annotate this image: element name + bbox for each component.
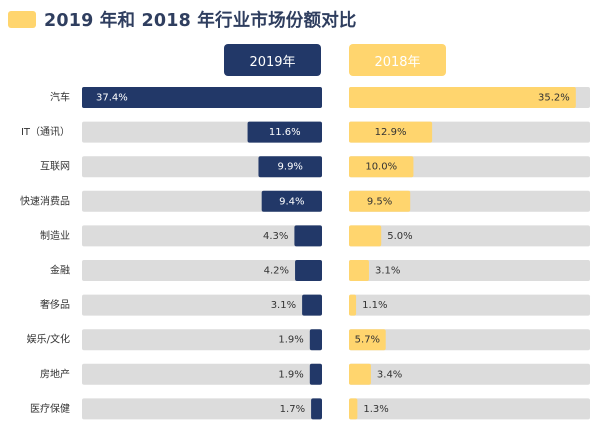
data-label-2018: 10.0% [365, 162, 397, 173]
bar-2019 [82, 87, 322, 108]
bar-2018 [349, 156, 414, 178]
data-label-2019: 37.4% [96, 93, 128, 104]
bar-track-2019 [82, 225, 322, 247]
bar-2019 [294, 225, 322, 247]
data-label-2018: 9.5% [367, 196, 392, 207]
data-label-2018: 1.3% [363, 404, 388, 415]
bar-2018 [349, 294, 357, 316]
bar-2018 [349, 363, 371, 385]
bar-track-2018 [349, 398, 590, 420]
bar-track-2018 [349, 225, 590, 247]
data-label-2018: 1.1% [362, 300, 387, 311]
bar-2018 [349, 87, 576, 108]
data-label-2019: 4.2% [264, 266, 289, 277]
bar-track-2019 [82, 294, 322, 316]
bar-track-2018 [349, 260, 590, 281]
data-label-2019: 1.7% [280, 404, 305, 415]
data-label-2018: 35.2% [538, 93, 570, 104]
bar-2019 [302, 294, 322, 316]
data-label-2018: 3.1% [375, 266, 400, 277]
bar-2018 [349, 225, 382, 247]
data-label-2019: 1.9% [278, 335, 303, 346]
bar-track-2019 [82, 329, 322, 351]
bar-2018 [349, 398, 358, 420]
bar-track-2019 [82, 398, 322, 420]
bar-2019 [309, 329, 322, 351]
data-label-2019: 9.4% [279, 196, 304, 207]
series-header-2019: 2019年 [224, 44, 321, 76]
bar-track-2018 [349, 363, 590, 385]
category-label: IT（通讯） [21, 126, 70, 138]
category-label: 快速消费品 [20, 194, 70, 207]
bar-2018 [349, 260, 369, 281]
bar-2019 [309, 363, 322, 385]
series-header-2018: 2018年 [349, 44, 446, 76]
category-label: 娱乐/文化 [27, 333, 70, 346]
category-label: 汽车 [50, 91, 70, 104]
data-label-2018: 12.9% [375, 127, 407, 138]
category-label: 房地产 [40, 367, 70, 380]
chart-title: 2019 年和 2018 年行业市场份额对比 [44, 10, 357, 31]
data-label-2019: 11.6% [269, 127, 301, 138]
data-label-2019: 4.3% [263, 231, 288, 242]
data-label-2018: 5.7% [355, 335, 380, 346]
title-accent-swatch [8, 10, 36, 28]
category-label: 互联网 [40, 161, 70, 173]
category-label: 医疗保健 [30, 402, 70, 415]
bar-2019 [295, 260, 322, 281]
bar-track-2018 [349, 294, 590, 316]
bar-track-2018 [349, 329, 590, 351]
bar-2019 [247, 121, 322, 143]
bar-2019 [258, 156, 322, 178]
category-label: 制造业 [40, 229, 70, 242]
bar-2018 [349, 329, 386, 351]
bar-2018 [349, 121, 433, 143]
bar-track-2019 [82, 260, 322, 281]
data-label-2019: 3.1% [271, 300, 296, 311]
category-label: 奢侈品 [40, 298, 70, 311]
data-label-2019: 9.9% [278, 162, 303, 173]
category-label: 金融 [50, 264, 70, 277]
data-label-2018: 5.0% [387, 231, 412, 242]
data-label-2018: 3.4% [377, 369, 402, 380]
bar-2019 [311, 398, 322, 420]
bar-track-2019 [82, 363, 322, 385]
chart-title-row: 2019 年和 2018 年行业市场份额对比 [8, 6, 357, 32]
bar-2019 [261, 190, 322, 212]
bar-2018 [349, 190, 411, 212]
data-label-2019: 1.9% [278, 369, 303, 380]
